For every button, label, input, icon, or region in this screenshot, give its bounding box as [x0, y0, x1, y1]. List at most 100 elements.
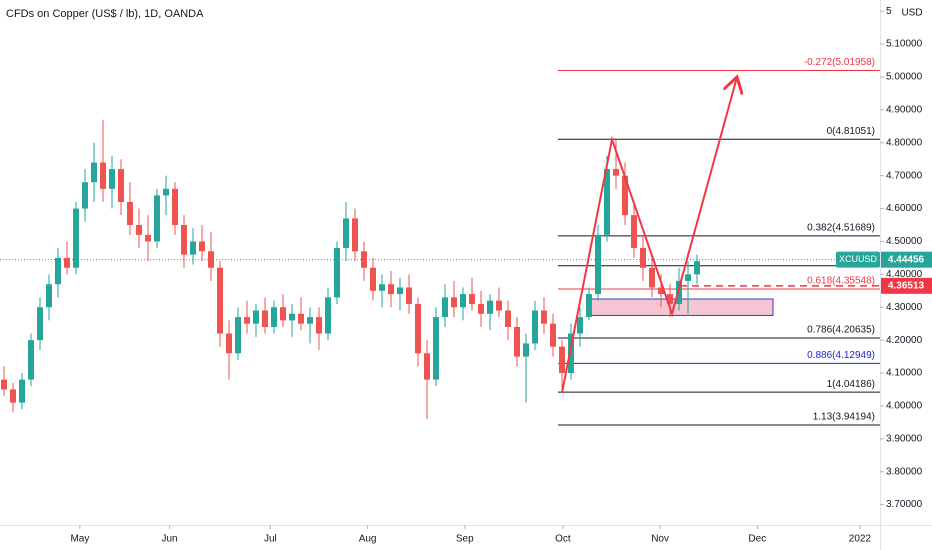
candle-body	[451, 297, 457, 308]
candle-body	[487, 300, 493, 314]
candle-body	[604, 169, 610, 235]
candle-body	[586, 294, 592, 318]
candle-body	[190, 241, 196, 255]
candle-body	[406, 287, 412, 304]
fib-label: 1(4.04186)	[827, 379, 875, 390]
chart-title: CFDs on Copper (US$ / lb), 1D, OANDA	[6, 8, 204, 20]
candle-body	[595, 234, 601, 295]
fib-label: 0(4.81051)	[827, 126, 875, 137]
candle-body	[118, 169, 124, 202]
candle-body	[163, 188, 169, 196]
candle-body	[685, 274, 691, 281]
x-tick-label: Aug	[359, 534, 377, 545]
candle-body	[649, 267, 655, 288]
candle-body	[253, 310, 259, 324]
candle-body	[136, 225, 142, 235]
y-tick-label: 4.60000	[886, 203, 923, 214]
y-tick-label: 4.40000	[886, 269, 923, 280]
candle-body	[28, 340, 34, 380]
candle-body	[244, 317, 250, 324]
level-price-label: 4.36513	[888, 280, 925, 291]
level-price-badge	[881, 277, 932, 294]
candle-body	[379, 284, 385, 291]
candle-body	[1, 379, 7, 390]
y-tick-label: 4.30000	[886, 302, 923, 313]
candle-body	[325, 297, 331, 334]
x-tick-label: Nov	[651, 534, 669, 545]
y-tick-label: 5.00000	[886, 72, 923, 83]
candle-body	[307, 317, 313, 324]
candle-body	[109, 169, 115, 189]
candle-body	[667, 294, 673, 304]
y-tick-label: 4.80000	[886, 137, 923, 148]
candle-body	[316, 317, 322, 334]
candle-body	[469, 294, 475, 304]
candle-body	[343, 218, 349, 249]
candle-body	[208, 251, 214, 268]
candle-body	[55, 257, 61, 285]
y-tick-label: 3.70000	[886, 499, 923, 510]
fib-label: 1.13(3.94194)	[813, 412, 875, 423]
candle-body	[226, 333, 232, 354]
candle-body	[568, 333, 574, 374]
candle-body	[370, 267, 376, 291]
x-tick-label: May	[70, 534, 89, 545]
candle-body	[622, 175, 628, 216]
candle-body	[514, 326, 520, 357]
last-price-label: 4.44456	[888, 254, 925, 265]
candle-body	[478, 303, 484, 314]
y-tick-label: 4.00000	[886, 401, 923, 412]
x-tick-label: Dec	[748, 534, 766, 545]
fib-label: 0.786(4.20635)	[807, 325, 875, 336]
candle-body	[559, 346, 565, 374]
candle-body	[19, 379, 25, 403]
candle-body	[64, 257, 70, 268]
y-tick-label: 4.10000	[886, 368, 923, 379]
trend-arrow	[561, 77, 737, 393]
candle-body	[532, 310, 538, 344]
candle-body	[496, 300, 502, 311]
candle-body	[433, 317, 439, 380]
x-tick-label: 2022	[849, 534, 872, 545]
fib-label: 0.618(4.35548)	[807, 276, 875, 287]
candle-body	[199, 241, 205, 252]
fib-label: 0.382(4.51689)	[807, 223, 875, 234]
candle-body	[505, 310, 511, 327]
symbol-badge-label: XCUUSD	[839, 254, 878, 264]
y-tick-label: 4.90000	[886, 105, 923, 116]
candle-body	[352, 218, 358, 252]
y-tick-label: 3.90000	[886, 433, 923, 444]
fib-label: 0.886(4.12949)	[807, 350, 875, 361]
candle-body	[676, 280, 682, 304]
fib-label: -0.272(5.01958)	[804, 57, 875, 68]
candle-body	[280, 307, 286, 321]
candle-body	[100, 162, 106, 189]
candle-body	[613, 169, 619, 176]
candle-body	[631, 215, 637, 249]
candle-body	[10, 389, 16, 403]
candle-body	[523, 343, 529, 357]
x-tick-label: Jun	[162, 534, 178, 545]
y-tick-label: 3.80000	[886, 466, 923, 477]
x-tick-label: Sep	[456, 534, 474, 545]
y-tick-label: 4.70000	[886, 170, 923, 181]
candle-body	[82, 182, 88, 209]
x-tick-label: Jul	[264, 534, 277, 545]
candle-body	[577, 317, 583, 334]
candle-body	[127, 201, 133, 225]
y-tick-label: 4.20000	[886, 335, 923, 346]
candle-body	[388, 284, 394, 295]
x-tick-label: Oct	[555, 534, 571, 545]
candle-body	[217, 267, 223, 334]
y-tick-label: 5	[886, 6, 892, 17]
candle-body	[541, 310, 547, 324]
candle-body	[334, 248, 340, 298]
candle-body	[46, 284, 52, 308]
candle-body	[361, 251, 367, 268]
candle-body	[694, 261, 700, 275]
last-price-badge	[881, 251, 932, 268]
currency-label: USD	[901, 8, 922, 19]
candle-body	[91, 162, 97, 183]
